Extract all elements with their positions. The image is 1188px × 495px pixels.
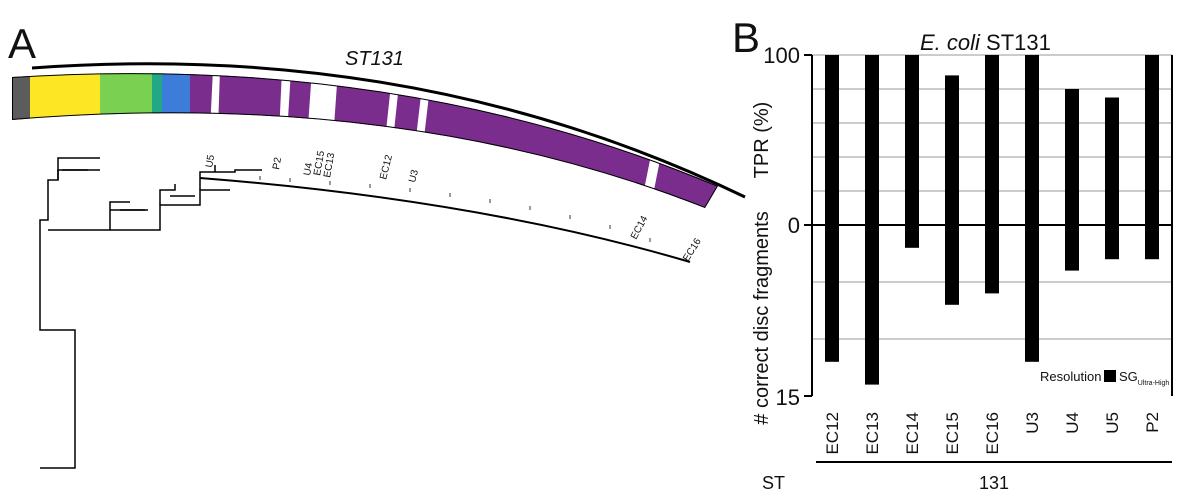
xtick-label-ec13: EC13	[863, 412, 882, 455]
strip-gap	[307, 73, 338, 140]
xtick-label-u5: U5	[1103, 412, 1122, 434]
bars	[825, 55, 1159, 385]
x-tick-labels: EC12 EC13 EC14 EC15 EC16 U3 U4 U5 P2	[823, 412, 1162, 455]
strip-segment-purple	[190, 73, 718, 208]
tree-baseline-arc	[199, 177, 691, 263]
bar-fragments-p2	[1145, 225, 1159, 260]
bar-fragments-u5	[1105, 225, 1119, 260]
legend-label: Resolution	[1040, 369, 1101, 384]
axes	[804, 54, 1173, 397]
bar-tpr-u5	[1105, 97, 1119, 225]
legend: Resolution SGUltra-High	[1040, 369, 1169, 387]
strip-segment-yellow	[30, 73, 100, 160]
bar-tpr-u3	[1025, 55, 1039, 225]
ytick-label-100: 100	[763, 43, 800, 68]
st-value: 131	[979, 473, 1009, 493]
xtick-label-ec14: EC14	[903, 412, 922, 455]
leaf-label-ec13: EC13	[322, 152, 337, 179]
legend-series-name: SG	[1119, 369, 1138, 384]
ylabel-bottom: # correct disc fragments	[751, 211, 773, 424]
leaf-label-u4: U4	[302, 162, 315, 177]
xtick-label-u4: U4	[1063, 412, 1082, 434]
bar-tpr-p2	[1145, 55, 1159, 225]
bar-tpr-ec14	[905, 55, 919, 225]
xtick-label-p2: P2	[1143, 412, 1162, 433]
xtick-label-u3: U3	[1023, 412, 1042, 434]
chart-title: E. coli ST131	[920, 30, 1051, 55]
legend-swatch	[1104, 370, 1116, 382]
strip-segment-green	[100, 73, 152, 160]
legend-series: SGUltra-High	[1119, 369, 1169, 387]
leaf-label-ec14: EC14	[629, 214, 651, 242]
bar-tpr-ec13	[865, 55, 879, 225]
panel-a: A ST131	[8, 20, 746, 469]
leaf-label-ec12: EC12	[378, 153, 395, 180]
strip-segment-teal	[152, 73, 162, 160]
bar-fragments-u4	[1065, 225, 1079, 271]
phylogenetic-tree	[39, 157, 262, 469]
chart-title-st: ST131	[980, 30, 1051, 55]
bar-tpr-ec12	[825, 55, 839, 225]
xtick-label-ec16: EC16	[983, 412, 1002, 455]
bar-fragments-u3	[1025, 225, 1039, 362]
bar-tpr-ec16	[985, 55, 999, 225]
ytick-label-15: 15	[776, 385, 800, 410]
ylabel-top: TPR (%)	[751, 102, 773, 179]
bar-fragments-ec13	[865, 225, 879, 385]
panel-b-letter: B	[732, 14, 760, 61]
leaf-label-u3: U3	[407, 168, 421, 183]
panel-b: B E. coli ST131 100 0 15 TPR (%) # corre…	[732, 14, 1173, 493]
bar-fragments-ec12	[825, 225, 839, 362]
clade-arc	[31, 62, 746, 199]
leaf-label-ec15: EC15	[312, 150, 327, 177]
leaf-label-u5: U5	[204, 154, 217, 169]
bar-fragments-ec15	[945, 225, 959, 305]
ytick-label-0: 0	[788, 213, 800, 238]
panel-a-letter: A	[8, 20, 36, 67]
st-label: ST	[762, 473, 785, 493]
leaf-label-p2: P2	[271, 156, 284, 170]
strip-segment-blue	[162, 73, 190, 160]
legend-series-subscript: Ultra-High	[1138, 380, 1170, 387]
bar-fragments-ec14	[905, 225, 919, 248]
bar-tpr-u4	[1065, 89, 1079, 225]
leaf-label-ec16: EC16	[681, 236, 704, 263]
chart-title-species: E. coli	[920, 30, 981, 55]
bar-tpr-ec15	[945, 75, 959, 226]
xtick-label-ec12: EC12	[823, 412, 842, 455]
xtick-label-ec15: EC15	[943, 412, 962, 455]
tree-leaf-ticks	[259, 176, 651, 242]
clade-label: ST131	[345, 48, 404, 70]
bar-fragments-ec16	[985, 225, 999, 294]
